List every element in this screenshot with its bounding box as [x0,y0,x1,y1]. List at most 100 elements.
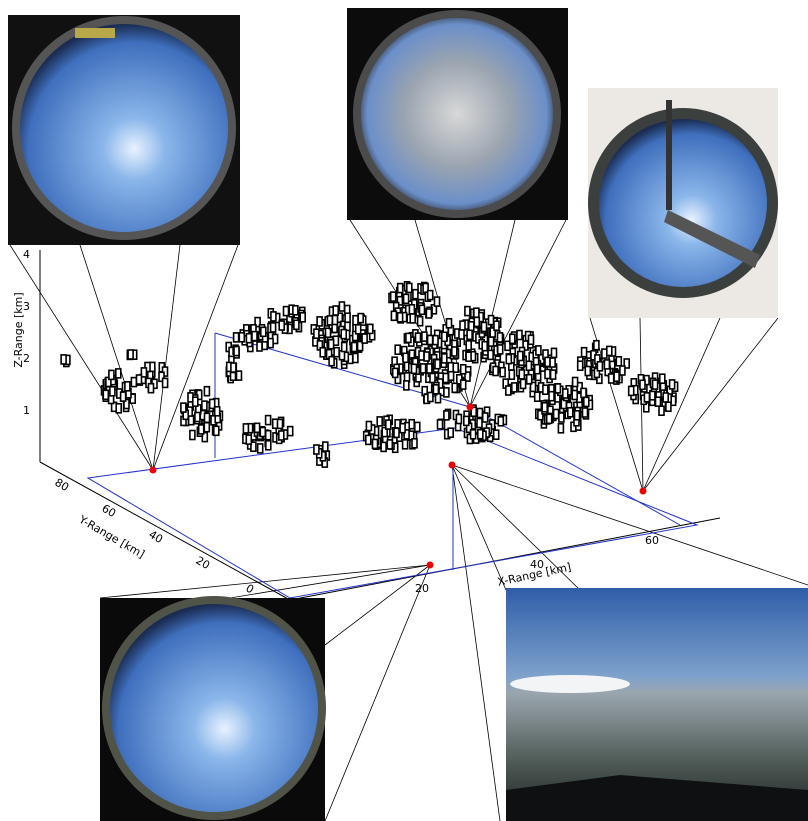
cloud-cell [394,344,402,356]
cloud-cell [525,373,533,385]
cloud-cell [384,419,392,430]
cloud-cell [376,416,384,427]
cloud-cell [464,305,471,317]
cloud-cell [473,307,480,319]
cloud-cell [505,353,513,365]
cloud-cell [340,341,348,353]
cloud-cell [442,372,450,384]
cloud-cell [662,392,670,403]
cloud-cell [418,304,426,316]
cloud-cell [245,332,253,344]
cloud-cell [434,358,441,370]
photo-5 [506,588,808,821]
cloud-cell [459,379,467,390]
cloud-cell [443,387,450,398]
cloud-cell [596,360,604,372]
photo-3 [588,88,778,318]
cloud-cell [414,332,422,343]
cloud-cell [421,331,428,342]
cloud-cell [316,316,323,327]
cloud-cell [426,363,433,374]
cloud-cell [440,353,448,364]
cloud-cell [386,439,394,450]
z-tick-label: 2 [23,352,30,365]
cloud-cell [464,371,471,382]
cloud-cell [352,352,359,364]
cloud-cell [282,305,290,317]
cloud-cell [465,340,473,351]
cloud-cell [510,382,518,393]
cloud-cell [213,405,221,417]
y-tick-label: 40 [146,528,165,546]
cloud-cell [535,345,542,356]
cloud-cell [242,423,250,434]
cloud-cell [499,366,506,378]
cloud-cell [455,413,463,425]
cloud-cell [580,346,588,358]
cloud-cell [324,327,332,339]
cloud-cell [197,424,205,435]
cloud-cell [203,412,211,424]
cloud-cell [476,407,484,419]
cloud-cell [371,438,379,450]
cloud-cell [108,369,115,381]
cloud-cell [293,319,300,331]
cloud-cell [497,415,505,427]
cloud-cell [130,376,138,388]
cloud-cell [127,349,134,360]
cloud-cell [582,396,590,408]
cloud-cell [508,369,516,381]
cloud-cell [119,391,127,402]
cloud-cell [238,331,246,343]
cloud-cell [476,428,484,440]
cloud-cell [508,333,516,345]
cloud-cell [344,312,351,324]
cloud-cell [203,421,211,433]
cloud-cell [665,401,672,413]
cloud-cell [541,401,549,413]
cloud-cell [259,426,267,438]
cloud-cell [270,311,277,322]
photo-2 [347,8,568,220]
cloud-cell [447,370,455,382]
cloud-cell [313,328,320,340]
photo-4 [100,596,326,821]
cloud-cell [364,434,372,446]
cloud-cell [278,320,286,331]
cloud-cell [450,346,458,357]
cloud-cell [124,380,131,392]
cloud-cell [525,360,533,372]
cloud-cell [419,363,427,374]
cloud-cell [654,396,662,408]
cloud-cell [627,385,635,397]
cloud-cell [668,379,676,390]
cloud-cell [573,409,581,421]
cloud-cell [331,314,339,326]
cloud-cell [356,340,364,352]
cloud-cell [658,405,665,417]
cloud-cell [208,398,216,410]
cloud-cell [413,421,421,433]
cloud-cell [561,388,569,399]
cloud-cell [418,350,425,361]
z-tick-label: 3 [23,300,30,313]
cloud-cell [357,312,365,324]
cloud-cell [321,441,329,452]
cloud-cell [109,385,116,397]
cloud-cell [147,382,155,394]
cloud-cell [213,425,220,437]
cloud-cell [493,320,500,332]
cloud-cell [393,427,400,439]
cloud-cell [267,337,274,349]
cloud-cell [476,417,483,429]
cloud-cell [527,334,535,346]
cloud-cell [250,441,257,453]
cloud-cell [412,288,419,300]
cloud-cell [462,415,470,427]
cloud-cell [235,370,243,381]
cloud-cell [259,326,267,338]
cloud-cell [492,429,500,441]
cloud-cell [201,400,208,411]
cloud-cell [455,373,463,385]
